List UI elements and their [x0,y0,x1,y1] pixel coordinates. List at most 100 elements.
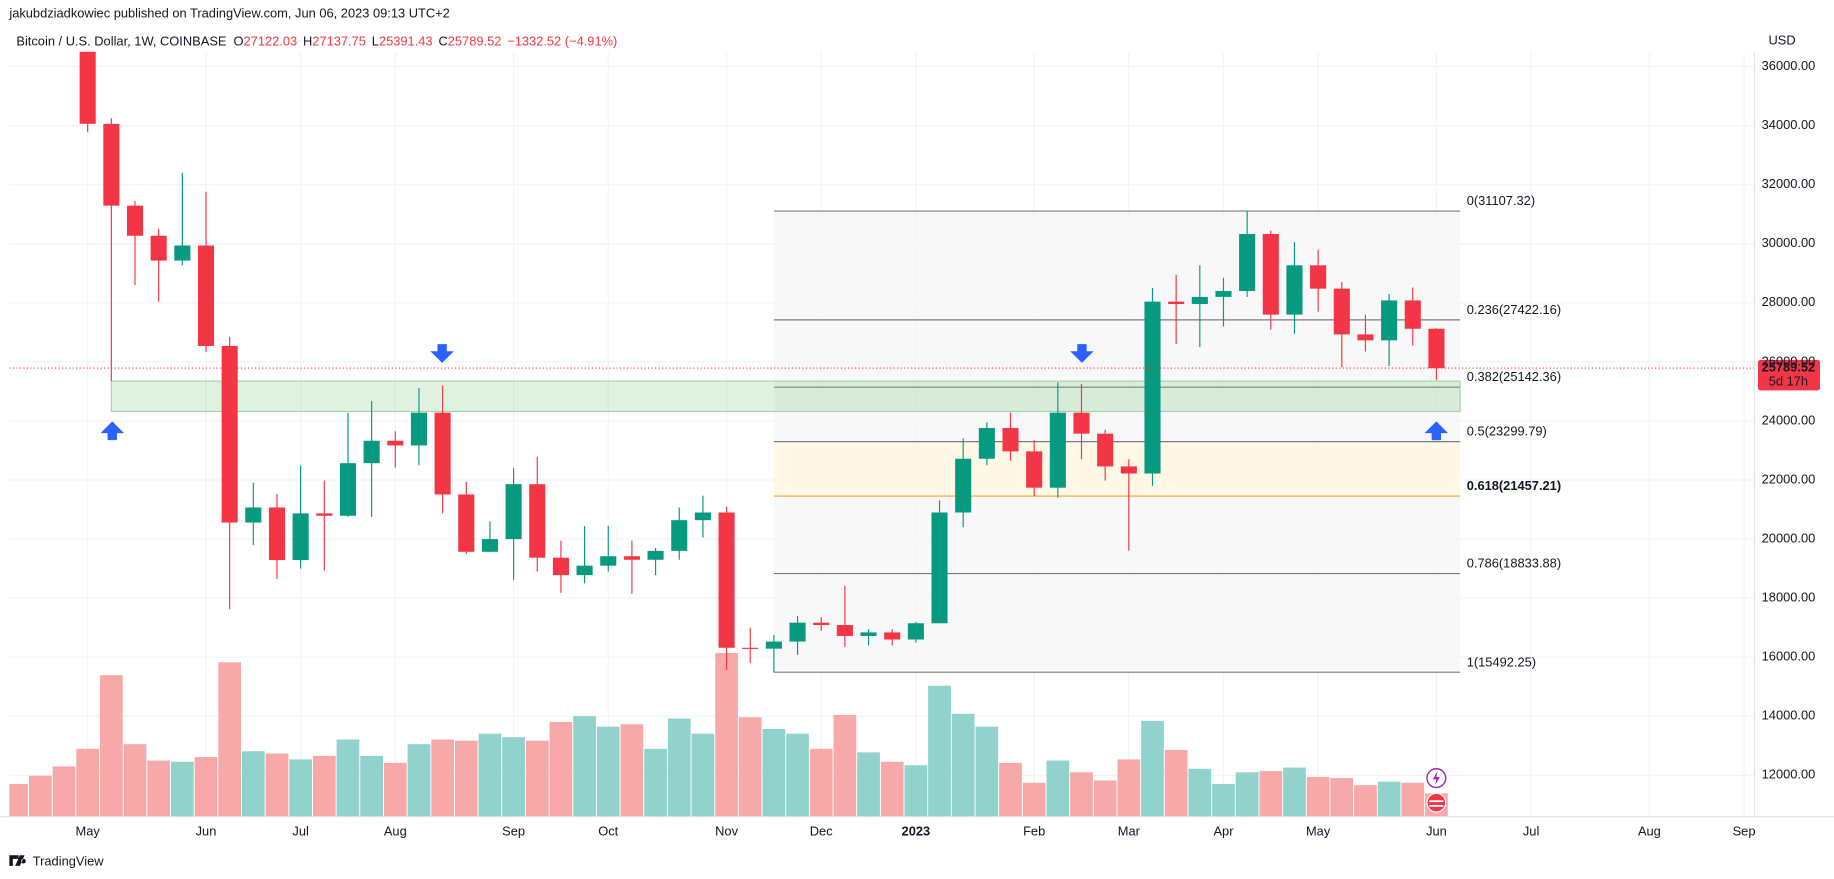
volume-bar [312,755,336,817]
candle-body [458,494,475,552]
y-tick-label: 16000.00 [1762,649,1816,664]
y-tick-label: 22000.00 [1762,471,1816,486]
y-tick-label: 28000.00 [1762,294,1816,309]
volume-bar [1259,771,1283,817]
support-zone [110,380,1461,413]
volume-bar [1164,750,1188,817]
volume-bar [525,740,549,817]
candle-body [907,623,924,640]
candle-body [931,512,948,624]
volume-bar [147,760,171,817]
x-tick-label: Dec [810,823,833,838]
volume-bar [691,733,715,817]
candle-body [150,235,167,261]
candle-body [197,245,215,346]
currency-label: USD [1769,33,1796,48]
down-arrow [1070,344,1094,363]
volume-bar [99,675,123,817]
volume-bar [52,766,76,817]
x-tick-label: Mar [1118,823,1141,838]
candle-body [600,556,617,566]
volume-bar [336,739,360,817]
candle-body [1215,290,1232,297]
volume-bar [1093,780,1117,817]
x-tick-label: Jun [1426,823,1447,838]
volume-bar [478,733,502,817]
annotation-arrows [100,344,1449,441]
fib-level-label: 0.5(23299.79) [1467,424,1547,439]
x-tick-label: Apr [1213,823,1234,838]
events-icon-glyph [1429,805,1444,807]
ohlc-label: O [234,34,244,49]
x-tick-label: Jul [1523,823,1539,838]
candle-body [103,123,120,206]
bar-countdown: 5d 17h [1769,374,1808,389]
candle-body [671,520,688,551]
x-tick-label: Sep [502,823,525,838]
candle-body [1262,233,1279,315]
volume-bar [975,726,999,817]
x-tick-label: 2023 [902,823,931,838]
candle-body [1381,300,1398,341]
candle-body [387,440,404,446]
volume-bar [596,726,620,817]
volume-bar [857,752,880,817]
symbol-title: Bitcoin / U.S. Dollar, 1W, COINBASE [16,34,227,49]
fib-retracement [110,210,1461,673]
up-arrow [100,421,124,441]
volume-bar [1212,783,1235,817]
candle-body [836,625,853,636]
candle-body [813,622,830,626]
volume-bar [951,713,975,817]
candle-body [1144,301,1161,474]
volume-bar [667,718,691,817]
candle-body [316,513,333,516]
candle-body [789,622,806,642]
overlay: 0(31107.32) 0.236(27422.16) 0.382(25142.36… [9,193,1820,669]
x-tick-label: Jul [292,823,308,838]
candle-body [245,507,262,523]
x-tick-label: May [76,823,101,838]
last-price-label: 25789.52 [1762,359,1816,374]
volume-bar [573,716,596,817]
candle-body [623,556,640,560]
candle-body [410,412,427,446]
candle-body [505,484,522,540]
y-tick-label: 26000.00 [1762,353,1816,368]
volume-bar [620,724,644,817]
candle-body [647,550,664,560]
volume-bar [1401,782,1425,817]
volume-bar [762,728,786,817]
publish-info: jakubdziadkowiec published on TradingVie… [8,6,449,21]
volume-bar [1306,776,1330,817]
events-icon[interactable] [1426,792,1447,813]
fib-level-label: 0.382(25142.36) [1467,369,1561,384]
x-tick-label: Oct [598,823,618,838]
candle-body [978,428,995,459]
candle-body [884,632,901,640]
volume-bar [1117,759,1141,817]
y-tick-label: 36000.00 [1762,58,1816,73]
ohlc-label: H [303,34,312,49]
y-tick-label: 18000.00 [1762,590,1816,605]
candle-body [1120,466,1137,474]
volume-bar [1022,782,1046,817]
volume-bar [549,721,573,817]
ohlc-value: 25789.52 [448,34,502,49]
y-tick-label: 30000.00 [1762,235,1816,250]
candle-body [1026,451,1043,488]
candle-body [1073,412,1090,434]
candle-body [694,512,711,521]
candle-body [79,51,96,124]
volume-bar [9,783,29,817]
volume-bar [431,739,454,817]
candle-body [481,539,498,552]
candle-body [434,412,451,495]
x-tick-label: Jun [196,823,217,838]
ohlc-value: 25391.43 [379,34,433,49]
volume-bar [1377,781,1401,817]
volume-bar [265,753,289,817]
volume-bar [880,761,904,817]
candle-body [860,632,877,636]
